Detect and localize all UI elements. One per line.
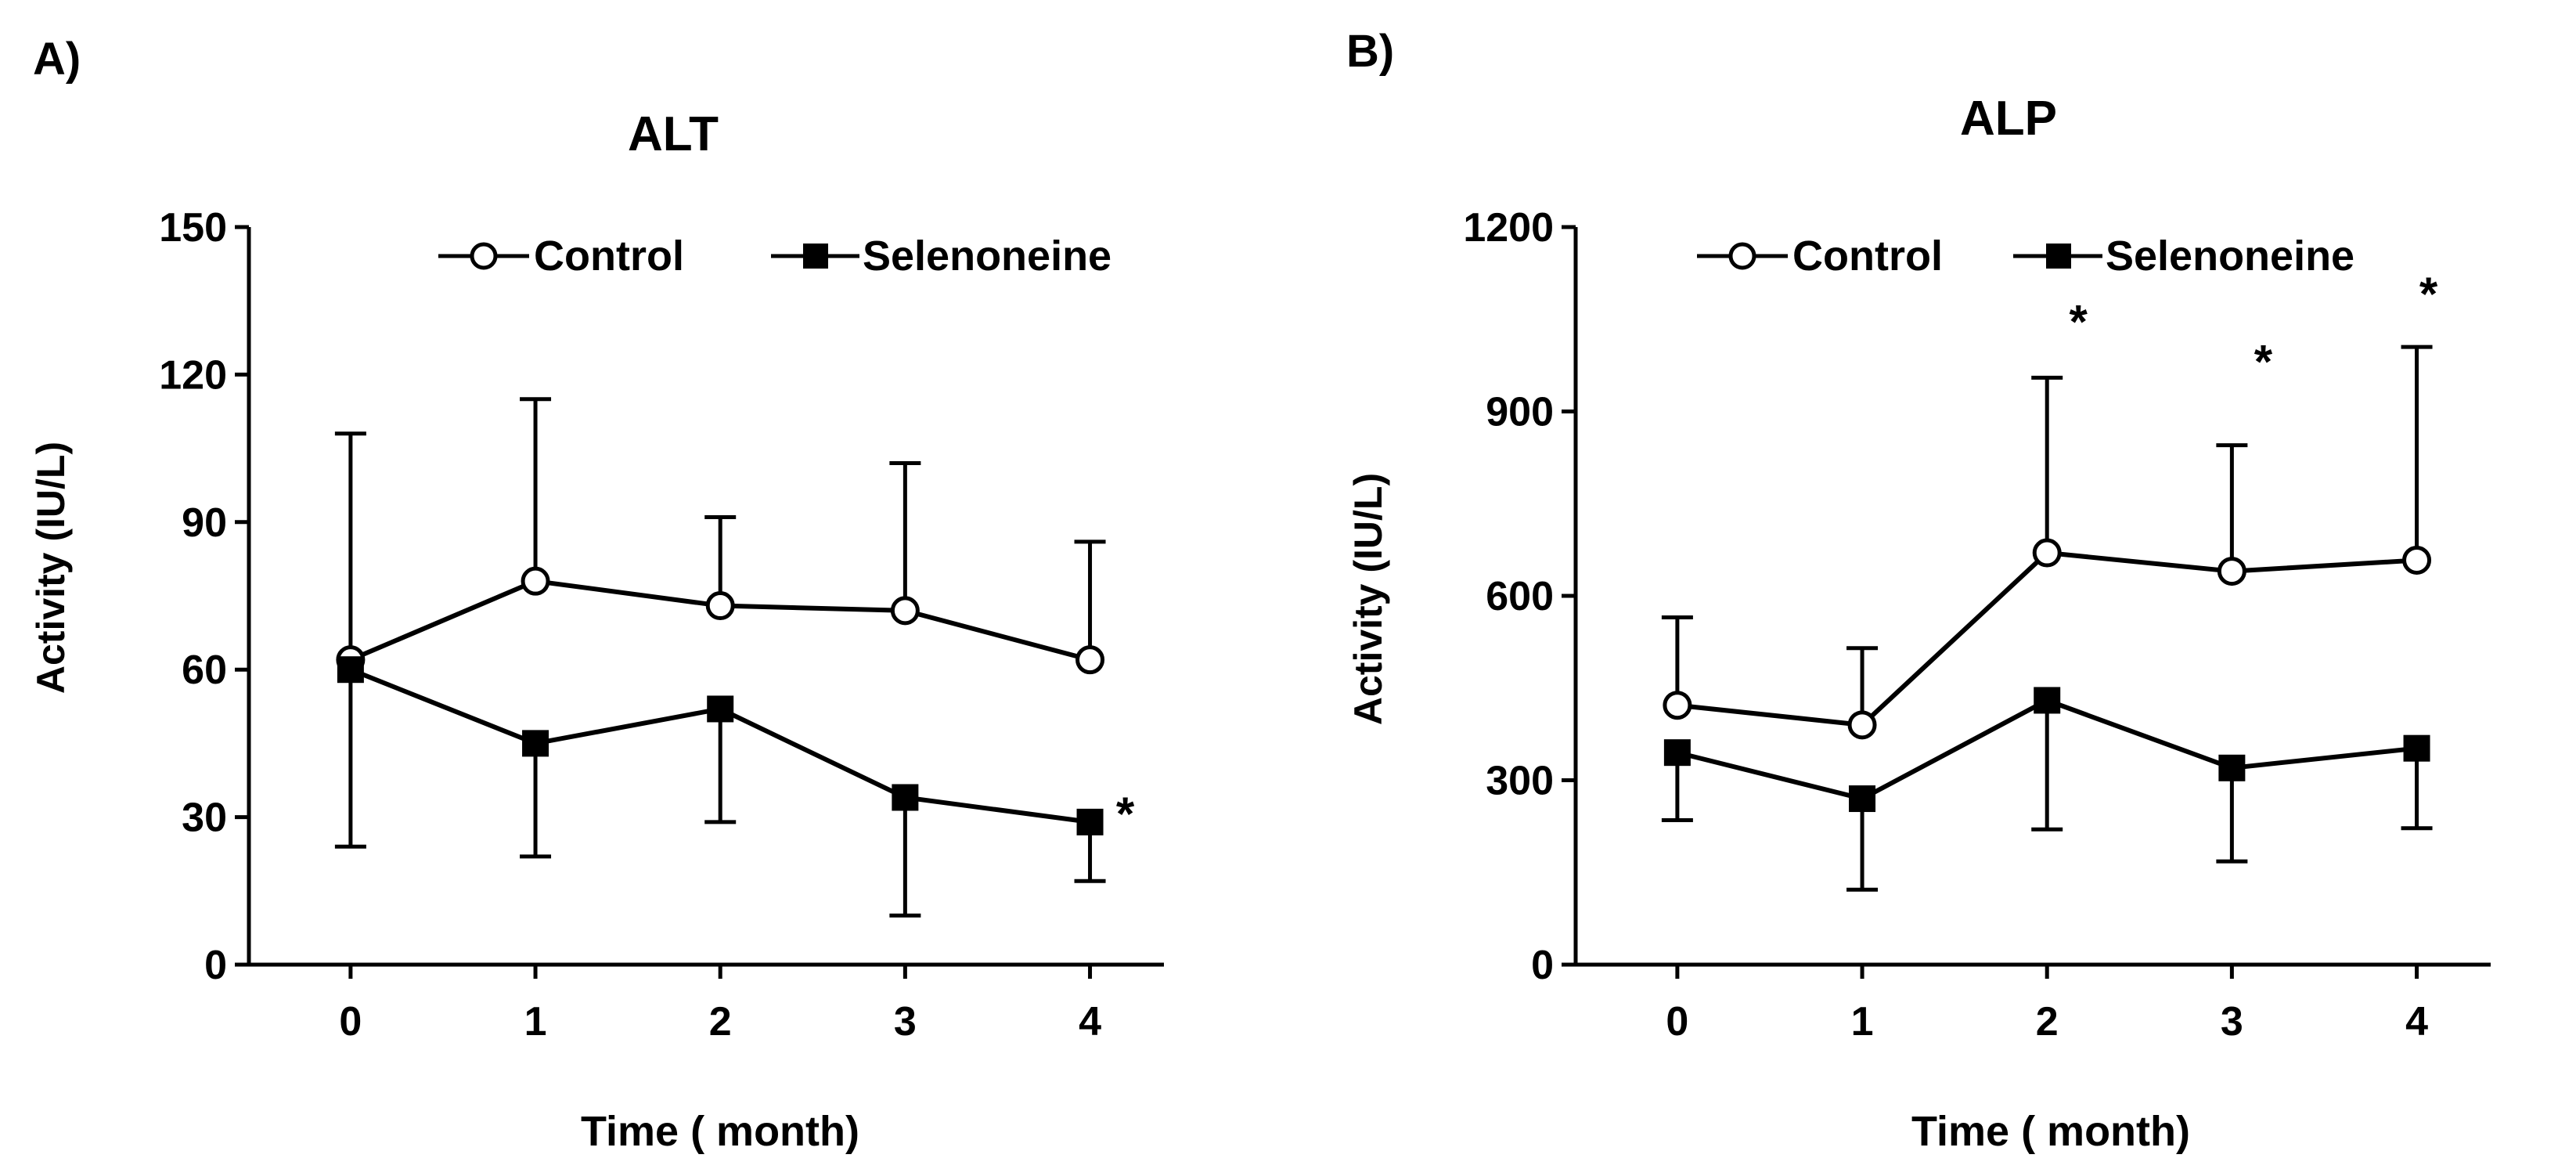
significance-marker: * <box>1116 788 1135 840</box>
point-selenoneine <box>707 695 734 723</box>
y-tick-label: 600 <box>1486 574 1554 619</box>
x-axis-label: Time ( month) <box>1911 1108 2190 1155</box>
point-selenoneine <box>2034 687 2061 714</box>
point-control <box>521 566 550 596</box>
x-tick-label: 4 <box>1079 999 1101 1045</box>
point-selenoneine <box>1076 808 1104 835</box>
significance-marker: * <box>2419 268 2438 320</box>
y-tick-label: 150 <box>159 205 227 251</box>
legend-marker-control <box>470 242 498 270</box>
point-control <box>1847 710 1877 740</box>
series-layer <box>334 397 1106 918</box>
significance-marker: * <box>2254 335 2273 388</box>
point-selenoneine <box>337 656 364 684</box>
point-control <box>2402 545 2432 575</box>
point-selenoneine <box>2403 734 2430 762</box>
y-tick-label: 0 <box>1531 943 1554 988</box>
legend: Control Selenoneine <box>1697 233 2354 280</box>
chart-title: ALT <box>628 107 719 161</box>
y-tick-label: 0 <box>204 943 227 988</box>
legend-marker-control <box>1728 242 1756 270</box>
chart-title: ALP <box>1960 92 2057 146</box>
significance-marker: * <box>2070 295 2088 348</box>
y-tick-label: 1200 <box>1463 205 1554 251</box>
legend-label-control: Control <box>1792 233 1943 280</box>
x-tick-label: 2 <box>709 999 732 1045</box>
point-selenoneine <box>522 730 549 757</box>
x-tick-label: 0 <box>1666 999 1688 1045</box>
y-axis-label: Activity (IU/L) <box>29 442 73 694</box>
point-selenoneine <box>1849 785 1876 813</box>
y-tick-label: 900 <box>1486 390 1554 435</box>
legend-marker-selenoneine <box>803 244 828 269</box>
x-axis-label: Time ( month) <box>581 1108 859 1155</box>
panel-a-alt: A) ALT Activity (IU/L) Time ( month) 030… <box>29 34 1164 1155</box>
point-control <box>2032 538 2062 568</box>
point-control <box>890 596 920 626</box>
point-control <box>1075 645 1105 675</box>
point-selenoneine <box>892 784 919 811</box>
panel-label: B) <box>1346 26 1394 77</box>
x-tick-label: 0 <box>339 999 362 1045</box>
y-tick-label: 90 <box>182 500 227 546</box>
y-tick-label: 120 <box>159 352 227 398</box>
x-ticks: 0 1 2 3 4 <box>1666 965 2428 1045</box>
legend-marker-selenoneine <box>2046 244 2071 269</box>
point-control <box>1663 691 1692 720</box>
y-tick-label: 30 <box>182 796 227 841</box>
y-ticks: 0 300 600 900 1200 <box>1463 205 1576 988</box>
y-ticks: 0 30 60 90 120 150 <box>159 205 249 988</box>
legend-label-control: Control <box>534 233 684 280</box>
point-control <box>2217 557 2246 586</box>
point-selenoneine <box>2218 754 2246 781</box>
x-tick-label: 4 <box>2405 999 2428 1045</box>
point-selenoneine <box>1663 739 1691 767</box>
annotations: * * * <box>2070 268 2438 388</box>
panel-label: A) <box>33 34 81 85</box>
x-tick-label: 3 <box>2221 999 2243 1045</box>
y-tick-label: 300 <box>1486 759 1554 804</box>
annotations: * <box>1116 788 1135 840</box>
point-control <box>705 591 735 621</box>
legend-label-selenoneine: Selenoneine <box>863 233 1111 280</box>
x-tick-label: 1 <box>1851 999 1874 1045</box>
panel-b-alp: B) ALP Activity (IU/L) Time ( month) 030… <box>1346 26 2491 1155</box>
y-axis-label: Activity (IU/L) <box>1346 473 1390 725</box>
x-tick-label: 1 <box>524 999 547 1045</box>
series-layer <box>1661 345 2433 892</box>
x-ticks: 0 1 2 3 4 <box>339 965 1101 1045</box>
x-tick-label: 2 <box>2036 999 2059 1045</box>
y-tick-label: 60 <box>182 648 227 693</box>
x-tick-label: 3 <box>894 999 917 1045</box>
legend-label-selenoneine: Selenoneine <box>2106 233 2354 280</box>
legend: Control Selenoneine <box>438 233 1111 280</box>
